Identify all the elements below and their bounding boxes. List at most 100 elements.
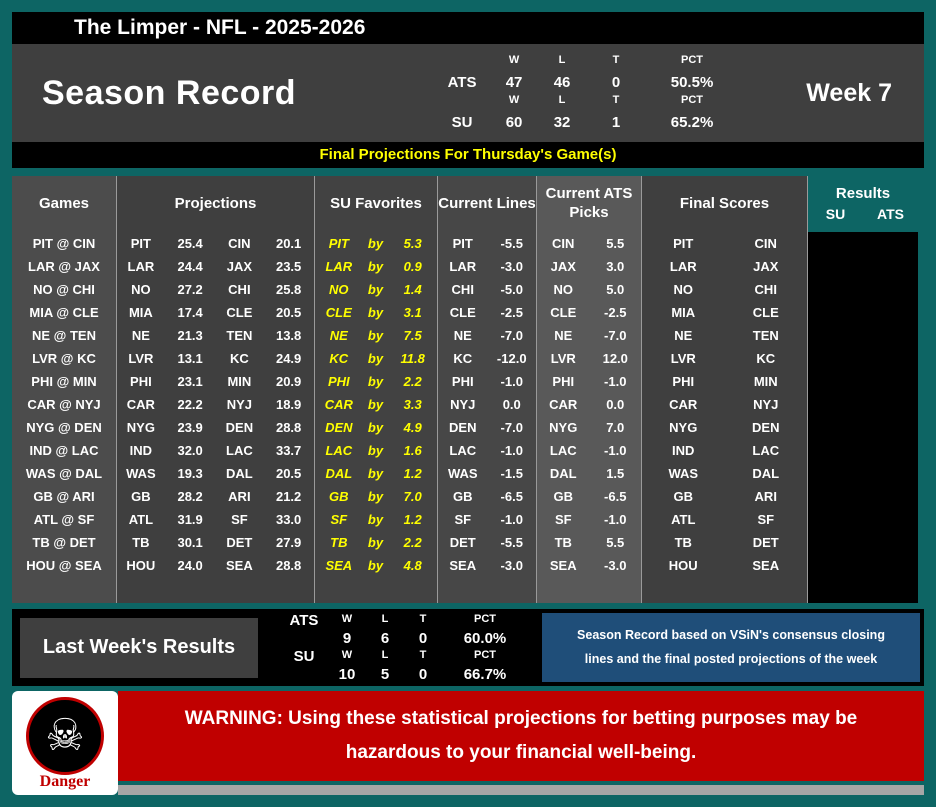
line-value: -1.0	[500, 374, 523, 389]
projection-row: TB 30.1 DET 27.9	[117, 531, 314, 554]
ats-wins: 9	[342, 629, 352, 647]
away-team: ATL	[671, 512, 696, 527]
danger-label: Danger	[39, 773, 91, 790]
pick-value: -1.0	[604, 374, 627, 389]
pick-team: SF	[554, 512, 572, 527]
away-projection: 31.9	[177, 512, 203, 527]
final-score-row: NE TEN	[642, 324, 807, 347]
projection-row: WAS 19.3 DAL 20.5	[117, 462, 314, 485]
pick-value: 12.0	[602, 351, 628, 366]
home-team: CHI	[228, 282, 251, 297]
pick-value: -1.0	[604, 443, 627, 458]
away-team: GB	[131, 489, 151, 504]
home-team: NYJ	[226, 397, 253, 412]
final-score-row: TB DET	[642, 531, 807, 554]
current-line-row: NE -7.0	[438, 324, 536, 347]
warning-section: ☠ Danger WARNING: Using these statistica…	[12, 691, 924, 795]
home-projection: 28.8	[275, 420, 302, 435]
line-value: 0.0	[502, 397, 521, 412]
stat-header-t: T	[419, 648, 427, 661]
game-matchup: IND @ LAC	[29, 443, 99, 458]
away-team: HOU	[126, 558, 156, 573]
last-week-section: Last Week's Results ATS W L T PCT 9 6 0 …	[12, 609, 924, 686]
away-team: NYG	[669, 420, 698, 435]
home-team: CIN	[228, 236, 251, 251]
line-team: DET	[449, 535, 476, 550]
season-record-heading: Season Record	[42, 73, 297, 112]
favorite-margin: 2.2	[403, 535, 422, 550]
home-projection: 23.5	[275, 259, 302, 274]
ats-pick-row: NE -7.0	[537, 324, 641, 347]
projections-table: Games PIT @ CIN LAR @ JAX NO @ CHI MIA @ CL…	[12, 176, 924, 603]
line-value: -1.5	[500, 466, 523, 481]
su-favorite-row: NO by 1.4	[315, 278, 437, 301]
away-team: TB	[674, 535, 692, 550]
away-team: LAR	[127, 259, 155, 274]
current-line-row: LAC -1.0	[438, 439, 536, 462]
favorite-team: GB	[329, 489, 349, 504]
ats-ties: 0	[611, 74, 621, 91]
home-team: KC	[229, 351, 249, 366]
home-projection: 25.8	[275, 282, 302, 297]
stat-header-pct: PCT	[681, 54, 704, 66]
away-team: MIA	[128, 305, 153, 320]
game-matchup: TB @ DET	[32, 535, 96, 550]
column-header-results: Results SU ATS	[808, 176, 918, 232]
away-team: NE	[131, 328, 150, 343]
projection-row: LAR 24.4 JAX 23.5	[117, 255, 314, 278]
by-label: by	[367, 282, 384, 297]
warning-line-1: WARNING: Using these statistical project…	[184, 707, 858, 729]
stat-header-w: W	[508, 94, 520, 106]
favorite-team: DEN	[325, 420, 353, 435]
favorite-margin: 3.3	[403, 397, 422, 412]
game-matchup: LVR @ KC	[32, 351, 96, 366]
last-week-stats: ATS W L T PCT 9 6 0 60.0% SU W L T PCT 1…	[280, 612, 528, 684]
spacer	[434, 53, 490, 73]
projection-row: LVR 13.1 KC 24.9	[117, 347, 314, 370]
projection-row: NE 21.3 TEN 13.8	[117, 324, 314, 347]
favorite-team: LAR	[325, 259, 353, 274]
stat-header-l: L	[558, 54, 566, 66]
su-ties: 0	[418, 665, 428, 683]
pick-team: GB	[553, 489, 574, 504]
away-team: ATL	[128, 512, 154, 527]
home-projection: 33.7	[275, 443, 302, 458]
home-team: MIN	[753, 374, 778, 389]
ats-pick-row: DAL 1.5	[537, 462, 641, 485]
su-favorite-row: PHI by 2.2	[315, 370, 437, 393]
game-matchup: PHI @ MIN	[31, 374, 97, 389]
favorite-margin: 1.4	[403, 282, 422, 297]
column-header-final-scores: Final Scores	[679, 194, 770, 212]
home-projection: 18.9	[275, 397, 302, 412]
by-label: by	[367, 558, 384, 573]
home-projection: 13.8	[275, 328, 302, 343]
projection-row: HOU 24.0 SEA 28.8	[117, 554, 314, 577]
su-losses: 32	[553, 114, 571, 131]
spacer	[434, 93, 490, 113]
line-value: -3.0	[500, 558, 523, 573]
home-team: DAL	[752, 466, 780, 481]
danger-icon: ☠ Danger	[12, 691, 118, 795]
line-team: GB	[453, 489, 473, 504]
home-projection: 20.9	[275, 374, 302, 389]
favorite-margin: 4.8	[403, 558, 422, 573]
line-team: KC	[453, 351, 473, 366]
by-label: by	[367, 420, 384, 435]
pick-value: 0.0	[606, 397, 625, 412]
ats-pick-row: PHI -1.0	[537, 370, 641, 393]
home-projection: 33.0	[275, 512, 302, 527]
away-projection: 23.9	[177, 420, 203, 435]
ats-pick-row: TB 5.5	[537, 531, 641, 554]
title-bar: The Limper - NFL - 2025-2026	[12, 12, 924, 44]
current-line-row: PIT -5.5	[438, 232, 536, 255]
su-favorite-row: SEA by 4.8	[315, 554, 437, 577]
final-score-row: WAS DAL	[642, 462, 807, 485]
projection-row: IND 32.0 LAC 33.7	[117, 439, 314, 462]
home-projection: 21.2	[275, 489, 302, 504]
away-projection: 30.1	[177, 535, 203, 550]
home-team: TEN	[752, 328, 779, 343]
line-team: CLE	[449, 305, 476, 320]
su-ties: 1	[611, 114, 621, 131]
by-label: by	[367, 305, 384, 320]
line-value: -5.5	[500, 236, 523, 251]
